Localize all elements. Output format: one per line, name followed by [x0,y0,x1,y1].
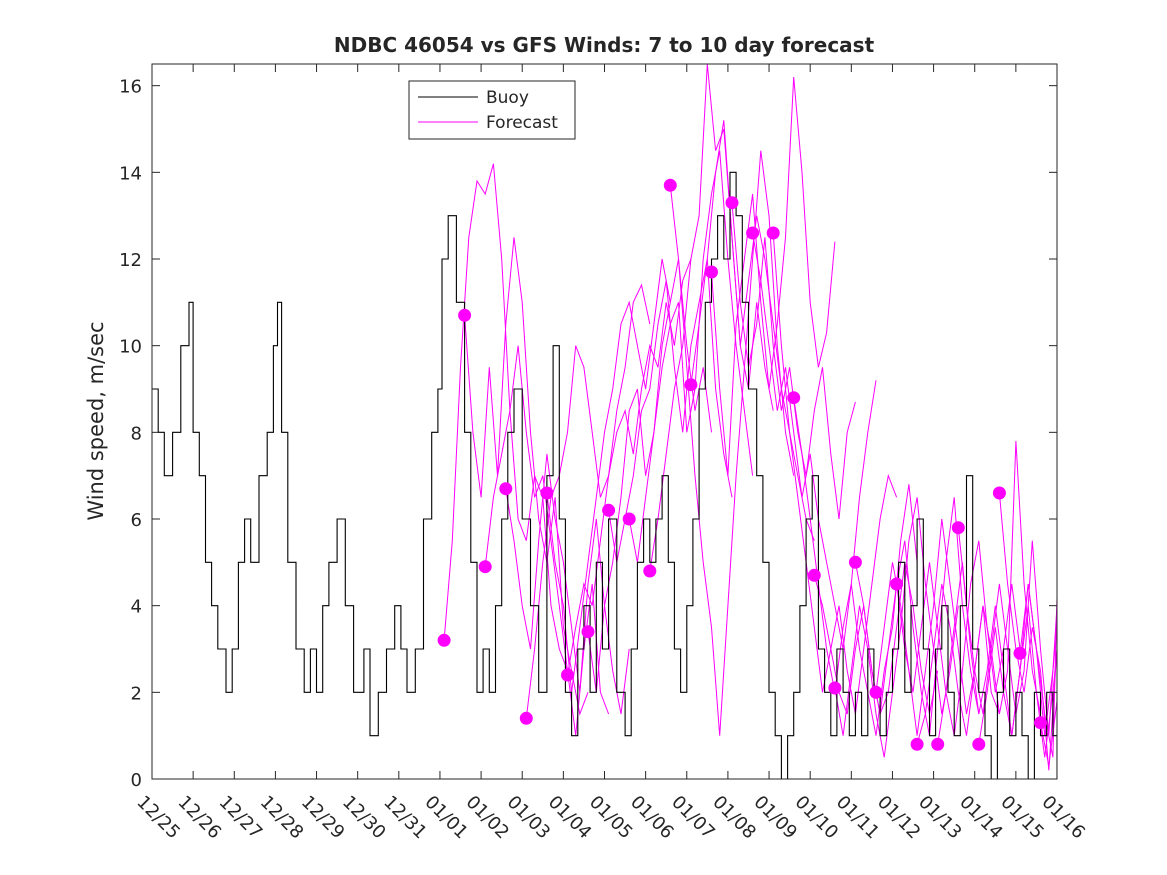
forecast-marker [746,226,760,240]
forecast-marker [499,482,513,496]
forecast-marker [581,625,595,639]
forecast-marker [684,378,698,392]
forecast-marker [992,486,1006,500]
legend-forecast-label: Forecast [486,113,558,133]
y-tick-label: 8 [131,423,142,444]
legend-buoy-label: Buoy [486,88,529,108]
forecast-marker [519,711,533,725]
forecast-line-11 [669,150,795,736]
forecast-marker [561,668,574,682]
y-tick-label: 14 [119,163,142,184]
forecast-marker [972,737,986,751]
y-tick-label: 16 [119,77,142,98]
forecast-marker [828,681,842,695]
forecast-line-23 [916,440,1041,745]
forecast-marker [910,737,924,751]
forecast-marker [787,391,801,405]
y-tick-label: 10 [119,337,142,358]
forecast-marker [458,308,472,322]
y-tick-label: 4 [131,597,142,618]
legend-box [408,80,576,140]
y-axis-label: Wind speed, m/sec [84,321,108,520]
forecast-marker [663,178,677,192]
y-tick-label: 12 [119,250,142,271]
y-tick-label: 2 [131,683,142,704]
forecast-marker [766,226,780,240]
forecast-marker [807,568,821,582]
forecast-marker [890,577,904,591]
y-tick-label: 6 [131,510,142,531]
y-tick-label: 0 [131,770,142,791]
forecast-marker [540,486,554,500]
forecast-line-16 [772,232,898,715]
forecast-marker [622,512,636,526]
forecast-marker [725,196,739,210]
chart-title: NDBC 46054 vs GFS Winds: 7 to 10 day for… [334,33,875,57]
buoy-series [152,171,1057,779]
buoy-line [152,171,1057,779]
forecast-series [443,64,1057,771]
forecast-line-27 [998,492,1057,771]
forecast-marker [478,560,492,574]
legend: Buoy Forecast [408,80,576,140]
forecast-marker [931,737,945,751]
y-axis: 0 2 4 6 8 10 12 14 16 [119,77,1057,791]
forecast-marker [869,685,883,699]
forecast-line-19 [834,497,959,758]
forecast-marker [643,564,657,578]
forecast-marker [602,503,616,517]
forecast-line-29 [1040,700,1057,767]
forecast-line-5 [546,258,671,693]
forecast-line-12 [690,120,815,541]
forecast-line-9 [628,150,754,563]
forecast-marker [951,521,965,535]
forecast-marker [705,265,718,279]
forecast-line-13 [711,76,836,476]
forecast-marker [437,633,451,647]
forecast-line-22 [896,540,1021,736]
forecast-marker [1034,716,1047,730]
forecast-markers [437,178,1047,751]
forecast-marker [1013,646,1027,660]
forecast-marker [848,555,862,569]
forecast-line-15 [752,232,877,650]
